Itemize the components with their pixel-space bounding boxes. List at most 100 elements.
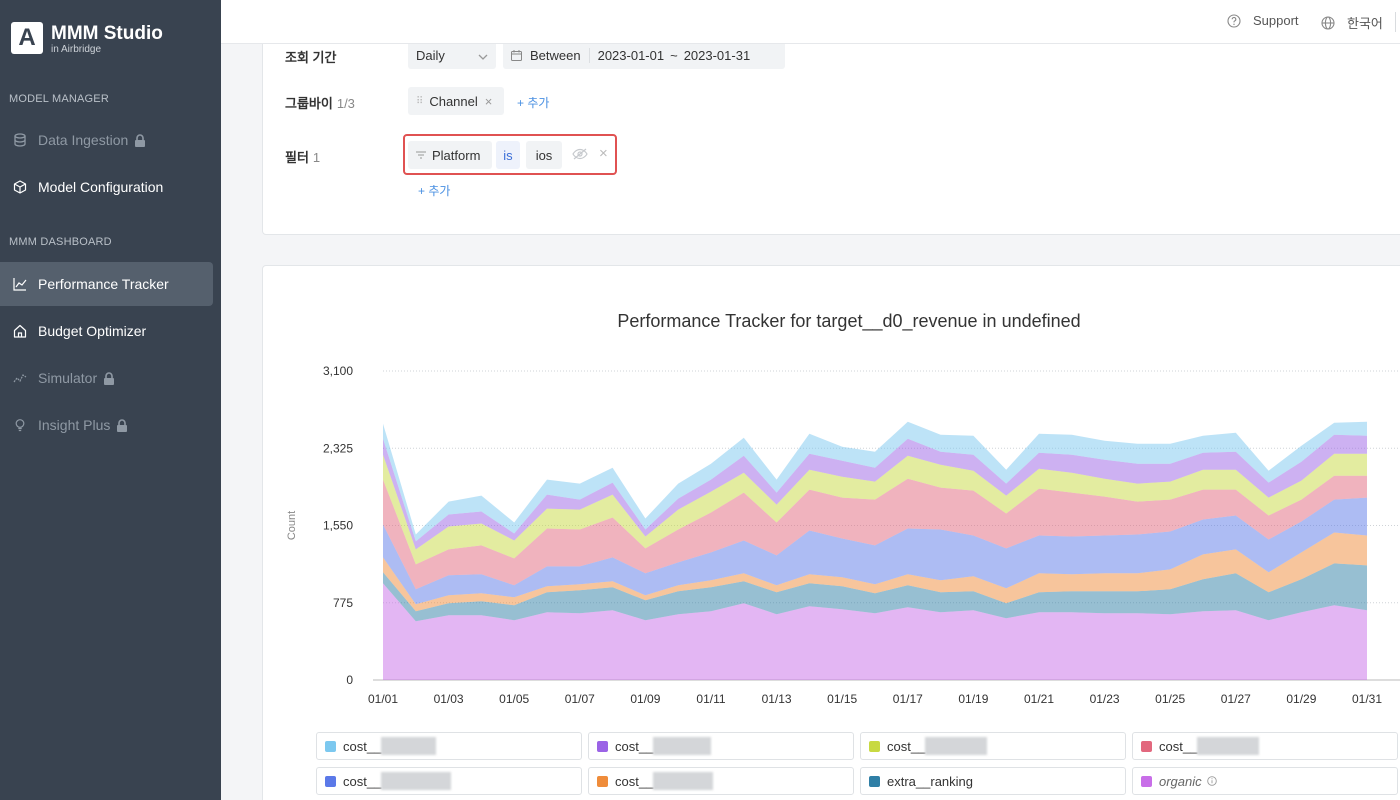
area-series-2: [383, 532, 1367, 612]
area-series-5: [383, 453, 1367, 565]
area-series-3: [383, 497, 1367, 605]
info-icon[interactable]: [1206, 776, 1217, 786]
sidebar: A MMM Studio in Airbridge MODEL MANAGER …: [0, 0, 221, 800]
close-icon[interactable]: ×: [599, 145, 608, 162]
legend-item[interactable]: cost__: [860, 732, 1126, 760]
granularity-value: Daily: [416, 47, 445, 63]
groupby-chip-channel[interactable]: ⠿ Channel ×: [408, 87, 504, 115]
filter-count: 1: [312, 150, 321, 165]
legend-item[interactable]: cost__: [588, 767, 854, 795]
legend-item[interactable]: organic: [1132, 767, 1398, 795]
x-tick-label: 01/27: [1221, 692, 1251, 706]
legend-item[interactable]: cost__: [1132, 732, 1398, 760]
brand-title[interactable]: MMM Studio: [51, 23, 163, 44]
legend-label: cost__: [887, 738, 926, 754]
sidebar-item-insight-plus[interactable]: Insight Plus: [0, 403, 213, 447]
x-tick-label: 01/13: [762, 692, 792, 706]
lock-icon: [116, 418, 128, 432]
sidebar-item-budget-optimizer[interactable]: Budget Optimizer: [0, 309, 213, 353]
sidebar-item-performance-tracker[interactable]: Performance Tracker: [0, 262, 213, 306]
sidebar-item-model-configuration[interactable]: Model Configuration: [0, 165, 213, 209]
legend-label: cost__: [1159, 738, 1198, 754]
y-axis-label: Count: [286, 511, 298, 540]
filter-operator-chip[interactable]: is: [496, 141, 520, 169]
lock-icon: [103, 371, 115, 385]
legend-swatch: [1141, 775, 1152, 787]
groupby-label-text: 그룹바이: [285, 96, 333, 111]
sidebar-item-data-ingestion[interactable]: Data Ingestion: [0, 118, 213, 162]
section-title-mmm-dashboard: MMM DASHBOARD: [9, 236, 112, 248]
redacted-text: [381, 772, 452, 790]
x-tick-label: 01/21: [1024, 692, 1054, 706]
legend-label: extra__ranking: [887, 773, 973, 789]
legend-item[interactable]: cost__: [316, 732, 582, 760]
sidebar-item-label: Model Configuration: [38, 179, 164, 195]
x-tick-label: 01/03: [434, 692, 464, 706]
add-groupby-link[interactable]: + 추가: [517, 96, 550, 110]
x-tick-label: 01/17: [893, 692, 923, 706]
topbar-divider: [1395, 12, 1396, 32]
filter-field-chip[interactable]: Platform: [408, 141, 492, 169]
sidebar-item-label: Data Ingestion: [38, 132, 129, 148]
x-tick-label: 01/31: [1352, 692, 1382, 706]
database-icon: [12, 132, 28, 148]
y-tick-label: 1,550: [323, 519, 353, 533]
filter-row-highlight: [403, 134, 617, 175]
drag-handle-icon[interactable]: ⠿: [416, 95, 424, 107]
cube-icon: [12, 179, 28, 195]
redacted-text: [1197, 737, 1260, 755]
redacted-text: [925, 737, 988, 755]
legend-item[interactable]: cost__: [316, 767, 582, 795]
filter-value-chip[interactable]: ios: [526, 141, 562, 169]
add-filter-link[interactable]: + 추가: [418, 184, 451, 198]
filter-field-label: Platform: [432, 147, 481, 163]
area-series-4: [383, 475, 1367, 590]
date-range-picker[interactable]: Between 2023-01-01 ~ 2023-01-31: [503, 41, 785, 69]
groupby-chip-label: Channel: [429, 93, 478, 109]
language-selector[interactable]: 한국어: [1321, 13, 1383, 32]
legend-label: cost__: [343, 773, 382, 789]
sidebar-item-label: Performance Tracker: [38, 276, 169, 292]
y-tick-label: 775: [333, 596, 353, 610]
legend-swatch: [1141, 740, 1152, 752]
y-tick-label: 0: [346, 673, 353, 687]
end-date[interactable]: 2023-01-31: [683, 47, 751, 63]
filter-label-text: 필터: [285, 150, 309, 165]
stacked-area-chart[interactable]: 0 775 1,550 2,325 3,100 Count 01/01 01/03 01/05 0…: [263, 356, 1400, 800]
legend-item[interactable]: cost__: [588, 732, 854, 760]
legend-swatch: [869, 775, 880, 787]
sidebar-item-label: Budget Optimizer: [38, 323, 147, 339]
area-series-7: [383, 421, 1367, 542]
close-icon[interactable]: ×: [484, 93, 493, 109]
redacted-text: [381, 737, 437, 755]
sparkline-icon: [12, 370, 28, 386]
eye-off-icon[interactable]: [572, 148, 588, 160]
legend-label: organic: [1159, 773, 1202, 789]
brand-subtitle: in Airbridge: [51, 44, 102, 55]
redacted-text: [653, 737, 712, 755]
between-label: Between: [530, 47, 590, 63]
start-date[interactable]: 2023-01-01: [597, 47, 665, 63]
filter-lines-icon: [416, 151, 426, 159]
sidebar-item-label: Insight Plus: [38, 417, 111, 433]
groupby-count: 1/3: [336, 96, 355, 111]
x-tick-label: 01/01: [368, 692, 398, 706]
chart-panel: Performance Tracker for target__d0_reven…: [262, 265, 1400, 800]
support-link[interactable]: Support: [1227, 13, 1299, 28]
sidebar-item-simulator[interactable]: Simulator: [0, 356, 213, 400]
granularity-select[interactable]: Daily: [408, 41, 496, 69]
query-filter-panel: 조회 기간 Daily Between 2023-01-01 ~ 2023-01…: [262, 20, 1400, 235]
legend-item[interactable]: extra__ranking: [860, 767, 1126, 795]
topbar: Support 한국어: [221, 0, 1400, 44]
section-title-model-manager: MODEL MANAGER: [9, 93, 109, 105]
x-tick-label: 01/15: [827, 692, 857, 706]
x-tick-label: 01/11: [696, 692, 725, 706]
chevron-down-icon: [478, 48, 488, 63]
area-series-6: [383, 434, 1367, 550]
airbridge-logo[interactable]: A: [11, 22, 43, 54]
legend-swatch: [869, 740, 880, 752]
y-tick-label: 2,325: [323, 441, 353, 455]
x-tick-label: 01/09: [630, 692, 660, 706]
language-label: 한국어: [1347, 16, 1383, 31]
chart-title: Performance Tracker for target__d0_reven…: [617, 311, 1081, 331]
